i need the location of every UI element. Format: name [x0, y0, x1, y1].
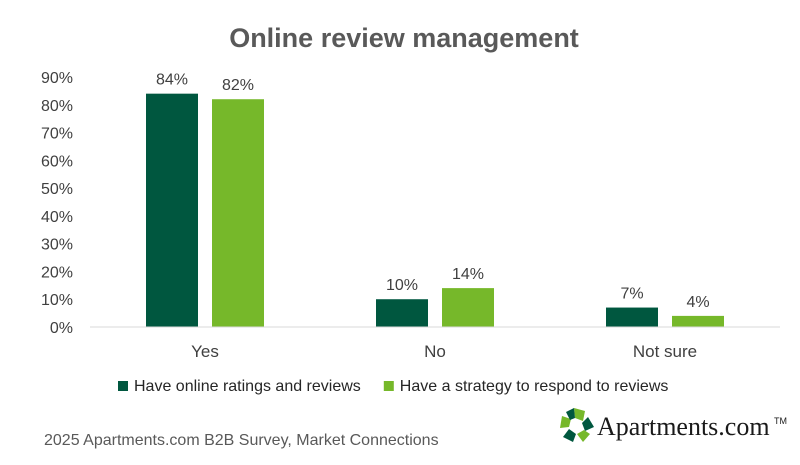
brand-trademark: TM: [774, 416, 787, 426]
source-note: 2025 Apartments.com B2B Survey, Market C…: [44, 432, 439, 449]
x-category-label: Not sure: [633, 342, 697, 361]
brand-logo: Apartments.com TM: [560, 408, 787, 442]
legend-label: Have a strategy to respond to reviews: [400, 378, 669, 395]
legend-swatch: [118, 381, 128, 391]
bar: [212, 99, 264, 327]
bar: [606, 307, 658, 327]
y-tick-label: 30%: [41, 237, 73, 254]
x-category-label: Yes: [191, 342, 219, 361]
y-tick-label: 80%: [41, 98, 73, 115]
y-tick-label: 20%: [41, 264, 73, 281]
y-tick-label: 40%: [41, 209, 73, 226]
data-label: 4%: [686, 294, 709, 311]
data-label: 7%: [620, 286, 643, 303]
legend-label: Have online ratings and reviews: [134, 378, 361, 395]
bar: [442, 288, 494, 327]
bar: [146, 93, 198, 328]
data-label: 10%: [386, 277, 418, 294]
x-axis-categories: Yes No Not sure: [191, 342, 697, 361]
legend: Have online ratings and reviews Have a st…: [118, 378, 668, 395]
pinwheel-logo-icon: [560, 408, 594, 442]
y-tick-label: 60%: [41, 153, 73, 170]
y-tick-label: 10%: [41, 292, 73, 309]
data-label: 84%: [156, 72, 188, 89]
chart-title: Online review management: [229, 23, 579, 53]
data-label: 14%: [452, 266, 484, 283]
y-tick-label: 50%: [41, 181, 73, 198]
bars: [146, 93, 724, 328]
bar: [672, 315, 724, 327]
data-labels: 84% 82% 10% 14% 7% 4%: [156, 72, 710, 311]
y-tick-label: 0%: [50, 320, 73, 337]
y-tick-label: 90%: [41, 70, 73, 87]
data-label: 82%: [222, 77, 254, 94]
legend-swatch: [383, 381, 394, 391]
brand-name: Apartments.com: [597, 412, 770, 441]
bar: [376, 299, 428, 327]
x-category-label: No: [424, 342, 446, 361]
y-axis: 0% 10% 20% 30% 40% 50% 60% 70% 80% 90%: [41, 70, 73, 337]
y-tick-label: 70%: [41, 126, 73, 143]
